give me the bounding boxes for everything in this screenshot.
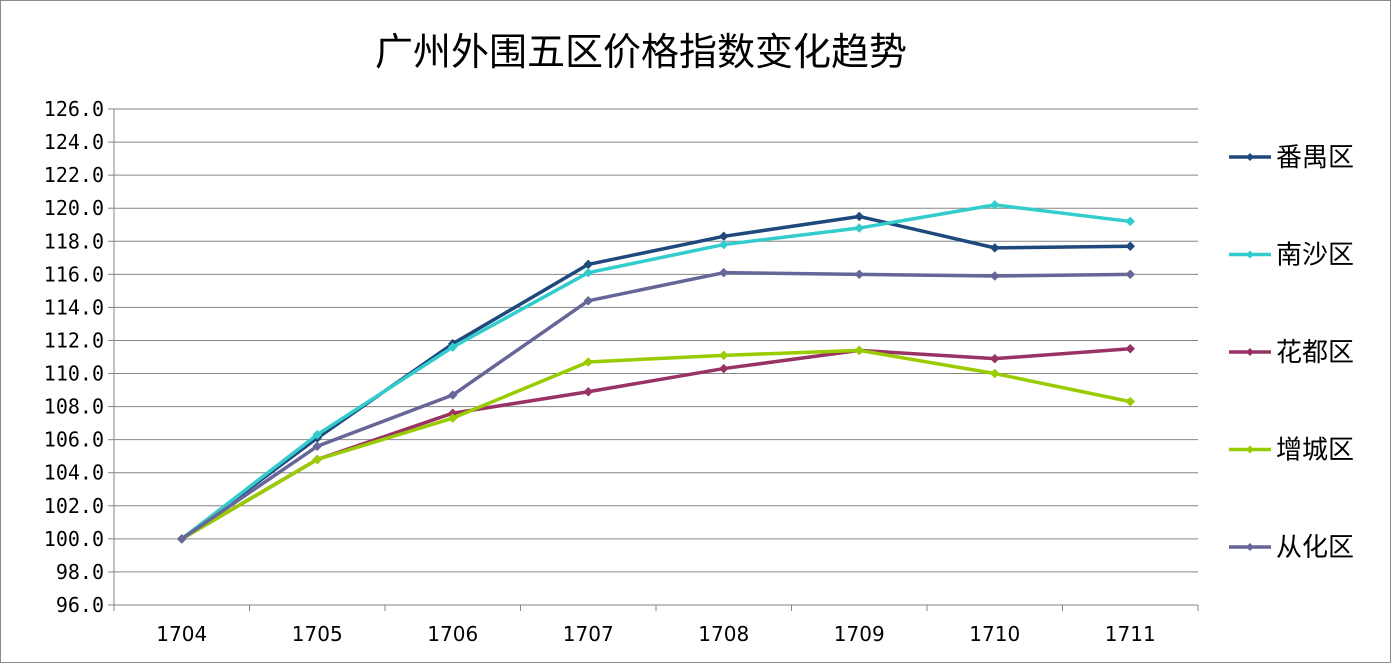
series-line bbox=[180, 203, 1132, 541]
data-point-marker bbox=[989, 368, 1000, 379]
y-tick-label: 98.0 bbox=[56, 560, 104, 584]
x-tick-label: 1709 bbox=[834, 622, 885, 646]
y-tick-label: 96.0 bbox=[56, 593, 104, 617]
data-point-marker bbox=[718, 363, 729, 374]
data-point-marker bbox=[989, 243, 1000, 253]
y-tick-label: 106.0 bbox=[44, 428, 104, 452]
data-point-marker bbox=[176, 534, 187, 544]
data-point-marker bbox=[312, 454, 323, 465]
x-tick-label: 1711 bbox=[1105, 622, 1156, 646]
data-point-marker bbox=[1125, 269, 1136, 280]
y-tick-label: 118.0 bbox=[44, 229, 104, 253]
y-tick-label: 124.0 bbox=[44, 130, 104, 154]
legend-label: 花都区 bbox=[1276, 338, 1354, 368]
series-line bbox=[180, 348, 1132, 541]
data-point-marker bbox=[854, 345, 865, 356]
x-tick-label: 1706 bbox=[427, 622, 478, 646]
data-point-marker bbox=[854, 223, 865, 233]
x-tick-label: 1704 bbox=[156, 622, 207, 646]
data-point-marker bbox=[989, 353, 1000, 364]
y-tick-label: 120.0 bbox=[44, 196, 104, 220]
data-point-marker bbox=[989, 200, 1000, 210]
y-tick-label: 116.0 bbox=[44, 262, 104, 286]
series-line bbox=[180, 270, 1132, 541]
y-tick-label: 110.0 bbox=[44, 362, 104, 386]
x-tick-label: 1705 bbox=[292, 622, 343, 646]
axes bbox=[108, 108, 1199, 611]
data-point-marker bbox=[583, 386, 594, 397]
legend-label: 南沙区 bbox=[1276, 241, 1354, 271]
data-point-marker bbox=[312, 429, 323, 440]
legend-item: 番禺区 bbox=[1229, 143, 1354, 173]
data-point-marker bbox=[854, 269, 865, 280]
data-point-marker bbox=[583, 267, 594, 278]
data-point-marker bbox=[718, 239, 729, 250]
legend-item: 增城区 bbox=[1229, 436, 1354, 466]
data-point-marker bbox=[1125, 216, 1136, 227]
data-point-marker bbox=[447, 413, 458, 424]
data-point-marker bbox=[989, 271, 1000, 281]
legend-swatch-marker bbox=[1246, 250, 1254, 259]
x-tick-label: 1710 bbox=[969, 622, 1020, 646]
data-point-marker bbox=[447, 390, 458, 400]
x-axis-tick-labels: 1704 1705 1706 1707 1708 1709 1710 1711 bbox=[156, 622, 1155, 646]
y-tick-label: 112.0 bbox=[44, 328, 104, 352]
legend-label: 增城区 bbox=[1276, 436, 1354, 466]
data-point-marker bbox=[1125, 343, 1136, 354]
y-tick-label: 102.0 bbox=[44, 494, 104, 518]
data-point-marker bbox=[718, 267, 729, 278]
legend-item: 从化区 bbox=[1229, 533, 1354, 563]
legend-label: 番禺区 bbox=[1276, 143, 1354, 173]
y-tick-label: 114.0 bbox=[44, 295, 104, 319]
data-point-marker bbox=[718, 350, 729, 361]
legend-label: 从化区 bbox=[1276, 533, 1354, 563]
legend-swatch-marker bbox=[1246, 348, 1254, 356]
data-point-marker bbox=[583, 357, 594, 367]
legend-swatch-marker bbox=[1246, 543, 1254, 551]
chart-title: 广州外围五区价格指数变化趋势 bbox=[375, 30, 907, 74]
legend-item: 花都区 bbox=[1229, 338, 1354, 368]
y-tick-label: 108.0 bbox=[44, 395, 104, 419]
series-line bbox=[180, 214, 1132, 541]
data-point-marker bbox=[1125, 396, 1136, 407]
data-point-marker bbox=[583, 295, 594, 306]
y-axis-tick-labels: 96.0 98.0 100.0 102.0 104.0 106.0 108.0 110.0 11… bbox=[44, 97, 104, 617]
y-tick-label: 100.0 bbox=[44, 527, 104, 551]
series-group bbox=[176, 211, 1136, 544]
y-tick-label: 122.0 bbox=[44, 163, 104, 187]
x-tick-label: 1707 bbox=[563, 622, 614, 646]
series-lines bbox=[176, 200, 1136, 544]
data-point-marker bbox=[854, 211, 865, 222]
legend-swatch-marker bbox=[1246, 153, 1254, 161]
legend-item: 南沙区 bbox=[1229, 241, 1354, 271]
y-tick-label: 126.0 bbox=[44, 97, 104, 121]
y-tick-label: 104.0 bbox=[44, 461, 104, 485]
data-point-marker bbox=[1125, 241, 1136, 252]
legend-swatch-marker bbox=[1246, 445, 1254, 454]
data-point-marker bbox=[312, 441, 323, 452]
series-group bbox=[176, 267, 1136, 544]
data-point-marker bbox=[718, 231, 729, 242]
x-tick-label: 1708 bbox=[698, 622, 749, 646]
data-point-marker bbox=[447, 342, 458, 352]
